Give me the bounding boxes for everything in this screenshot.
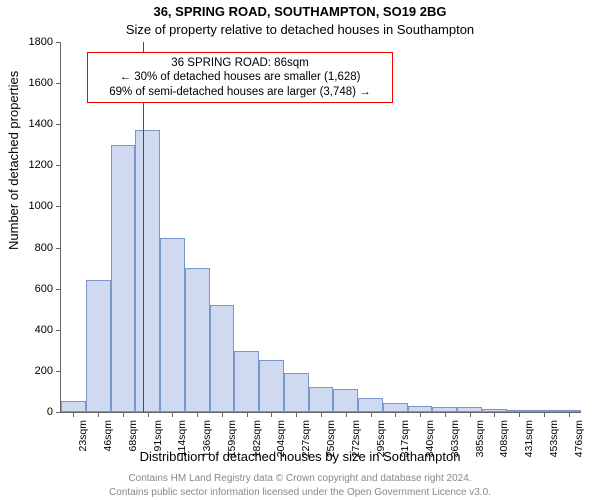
x-tick (296, 412, 297, 417)
x-tick (247, 412, 248, 417)
histogram-bar (111, 145, 136, 412)
x-tick (73, 412, 74, 417)
x-tick (544, 412, 545, 417)
y-tick-label: 1400 (13, 118, 53, 130)
histogram-bar (185, 268, 210, 412)
y-tick-label: 1600 (13, 77, 53, 89)
annotation-line: 36 SPRING ROAD: 86sqm (94, 56, 386, 70)
x-tick (519, 412, 520, 417)
x-tick (321, 412, 322, 417)
y-tick (56, 42, 61, 43)
x-tick (470, 412, 471, 417)
chart-subtitle: Size of property relative to detached ho… (0, 22, 600, 37)
x-tick (148, 412, 149, 417)
histogram-bar (383, 403, 408, 412)
x-tick (172, 412, 173, 417)
histogram-bar (86, 280, 111, 412)
footer-copyright-2: Contains public sector information licen… (0, 487, 600, 498)
histogram-bar (160, 238, 185, 412)
chart-container: 36, SPRING ROAD, SOUTHAMPTON, SO19 2BG S… (0, 0, 600, 500)
y-tick-label: 600 (13, 283, 53, 295)
histogram-bar (135, 130, 160, 412)
y-tick-label: 0 (13, 406, 53, 418)
y-tick (56, 165, 61, 166)
y-tick-label: 400 (13, 324, 53, 336)
y-tick (56, 206, 61, 207)
x-tick (395, 412, 396, 417)
histogram-bar (333, 389, 358, 412)
histogram-bar (234, 351, 259, 412)
y-tick (56, 330, 61, 331)
x-tick (222, 412, 223, 417)
x-tick (98, 412, 99, 417)
x-tick (123, 412, 124, 417)
y-tick-label: 200 (13, 365, 53, 377)
y-tick-label: 1200 (13, 159, 53, 171)
histogram-bar (284, 373, 309, 412)
x-tick (420, 412, 421, 417)
x-tick (271, 412, 272, 417)
chart-title: 36, SPRING ROAD, SOUTHAMPTON, SO19 2BG (0, 4, 600, 19)
y-tick-label: 1000 (13, 200, 53, 212)
y-tick (56, 371, 61, 372)
x-tick (371, 412, 372, 417)
x-tick (569, 412, 570, 417)
histogram-bar (210, 305, 235, 412)
histogram-bar (61, 401, 86, 412)
plot-area: 02004006008001000120014001600180023sqm46… (60, 42, 581, 413)
y-tick (56, 289, 61, 290)
x-tick (445, 412, 446, 417)
x-tick (197, 412, 198, 417)
x-tick (494, 412, 495, 417)
y-tick (56, 83, 61, 84)
x-tick (346, 412, 347, 417)
y-tick (56, 412, 61, 413)
y-tick (56, 248, 61, 249)
y-tick (56, 124, 61, 125)
histogram-bar (259, 360, 284, 412)
annotation-box: 36 SPRING ROAD: 86sqm← 30% of detached h… (87, 52, 393, 103)
y-tick-label: 800 (13, 242, 53, 254)
footer-copyright-1: Contains HM Land Registry data © Crown c… (0, 473, 600, 484)
annotation-line: ← 30% of detached houses are smaller (1,… (94, 70, 386, 84)
histogram-bar (358, 398, 383, 412)
y-tick-label: 1800 (13, 36, 53, 48)
x-axis-label: Distribution of detached houses by size … (0, 449, 600, 464)
annotation-line: 69% of semi-detached houses are larger (… (94, 85, 386, 99)
histogram-bar (309, 387, 334, 412)
